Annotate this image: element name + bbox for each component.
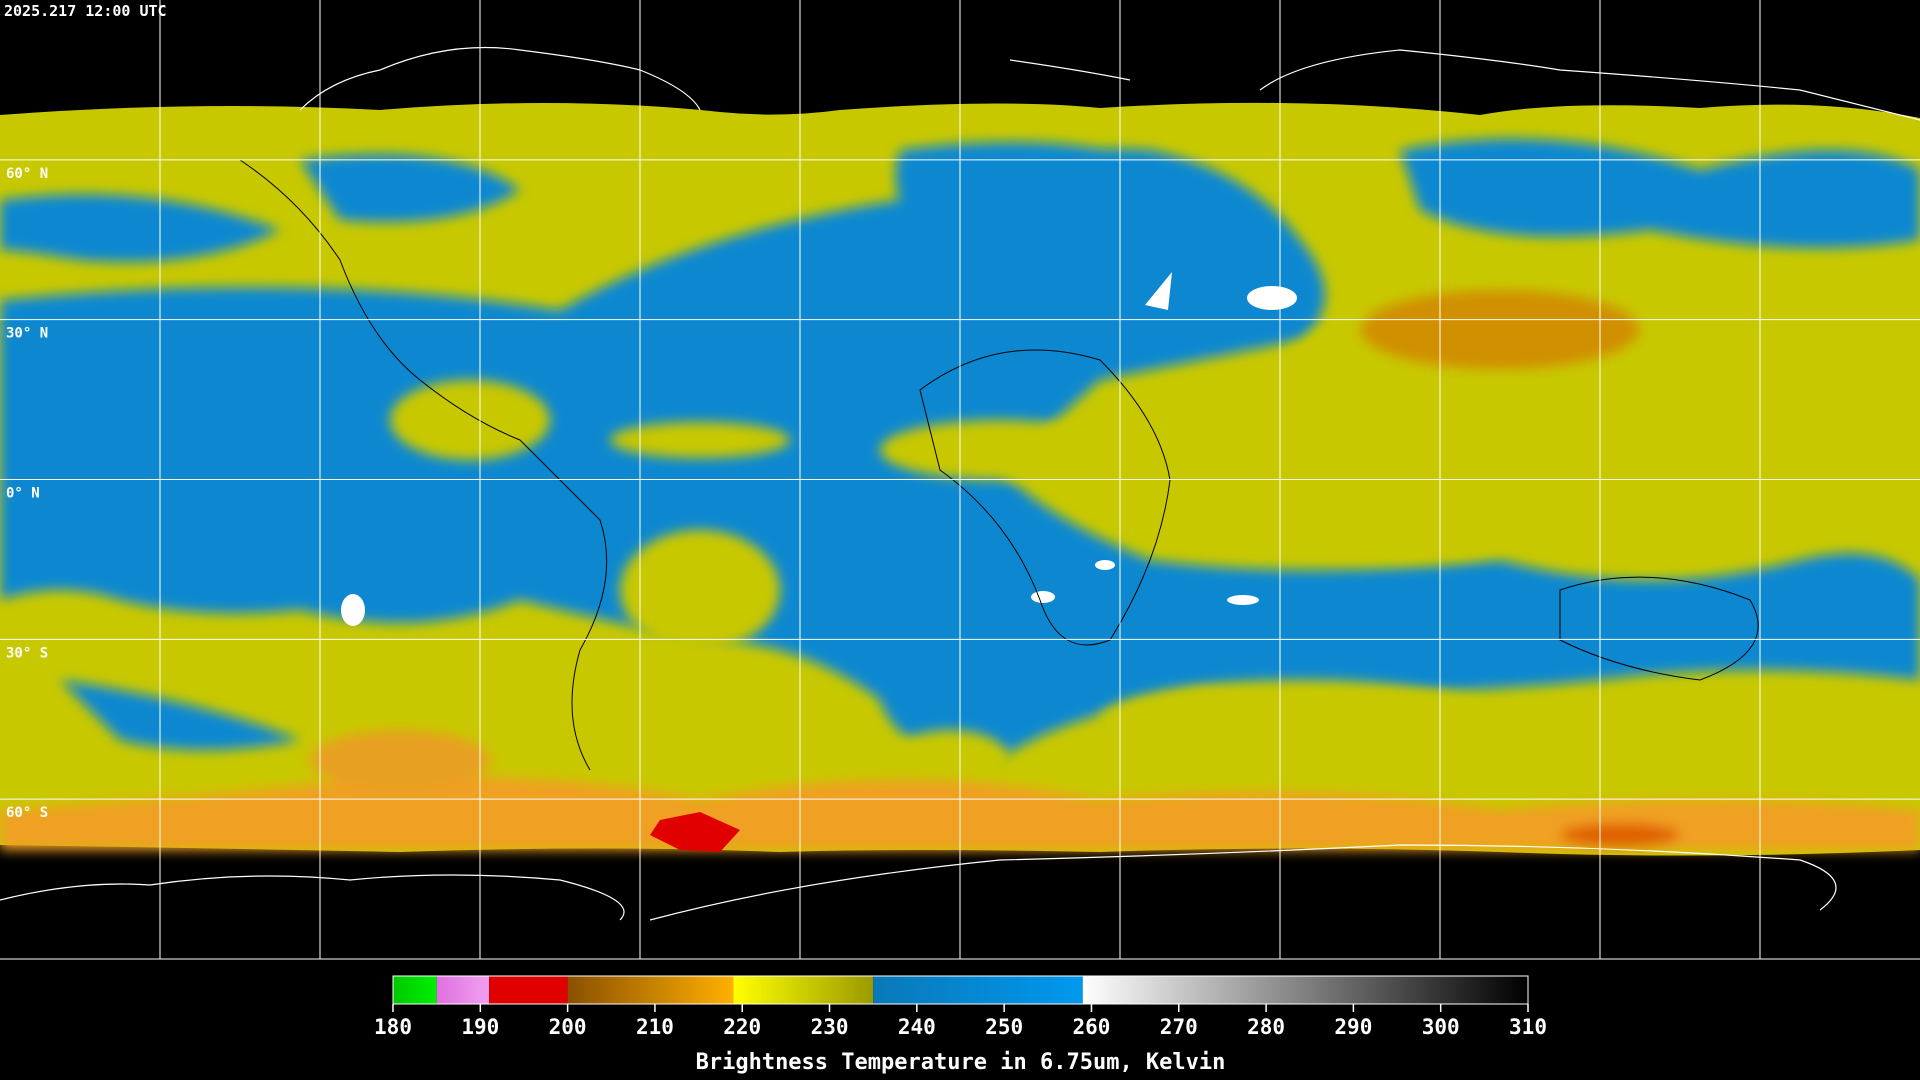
colorbar-tick-label: 250 — [985, 1015, 1023, 1039]
polar-coastlines — [0, 46, 1920, 921]
colorbar-segment — [436, 976, 490, 1004]
colorbar-segment — [733, 976, 874, 1004]
colorbar-tick-label: 280 — [1247, 1015, 1285, 1039]
colorbar-tick-label: 230 — [811, 1015, 849, 1039]
colorbar-tick-label: 300 — [1422, 1015, 1460, 1039]
colorbar: 180 190 200 210 220 230 240 250 260 270 280 290 300 3… — [374, 975, 1547, 1075]
colorbar-segment — [873, 976, 1083, 1004]
graticule — [0, 0, 1920, 960]
timestamp: 2025.217 12:00 UTC — [4, 2, 167, 20]
colorbar-tick-label: 220 — [723, 1015, 761, 1039]
latitude-label: 30° N — [6, 326, 48, 342]
colorbar-tick-label: 190 — [461, 1015, 499, 1039]
coastlines — [239, 159, 1759, 771]
latitude-label: 30° S — [6, 645, 48, 661]
warm-spots — [341, 272, 1297, 626]
colorbar-tick-label: 240 — [898, 1015, 936, 1039]
colorbar-segment — [1082, 976, 1528, 1004]
colorbar-tick-label: 210 — [636, 1015, 674, 1039]
colorbar-tick-label: 200 — [549, 1015, 587, 1039]
colorbar-frame — [392, 975, 1529, 1005]
colorbar-tick-label: 290 — [1334, 1015, 1372, 1039]
colorbar-tick-label: 270 — [1160, 1015, 1198, 1039]
latitude-label: 60° N — [6, 166, 48, 182]
colorbar-title: Brightness Temperature in 6.75um, Kelvin — [696, 1050, 1226, 1075]
coldest-region — [650, 812, 740, 852]
colorbar-segment — [393, 976, 437, 1004]
latitude-label: 0° N — [6, 486, 40, 502]
colorbar-tick-label: 180 — [374, 1015, 412, 1039]
colorbar-segment — [567, 976, 734, 1004]
colorbar-tick-label: 310 — [1509, 1015, 1547, 1039]
colorbar-segment — [489, 976, 568, 1004]
latitude-label: 60° S — [6, 805, 48, 821]
colorbar-tick-label: 260 — [1072, 1015, 1110, 1039]
